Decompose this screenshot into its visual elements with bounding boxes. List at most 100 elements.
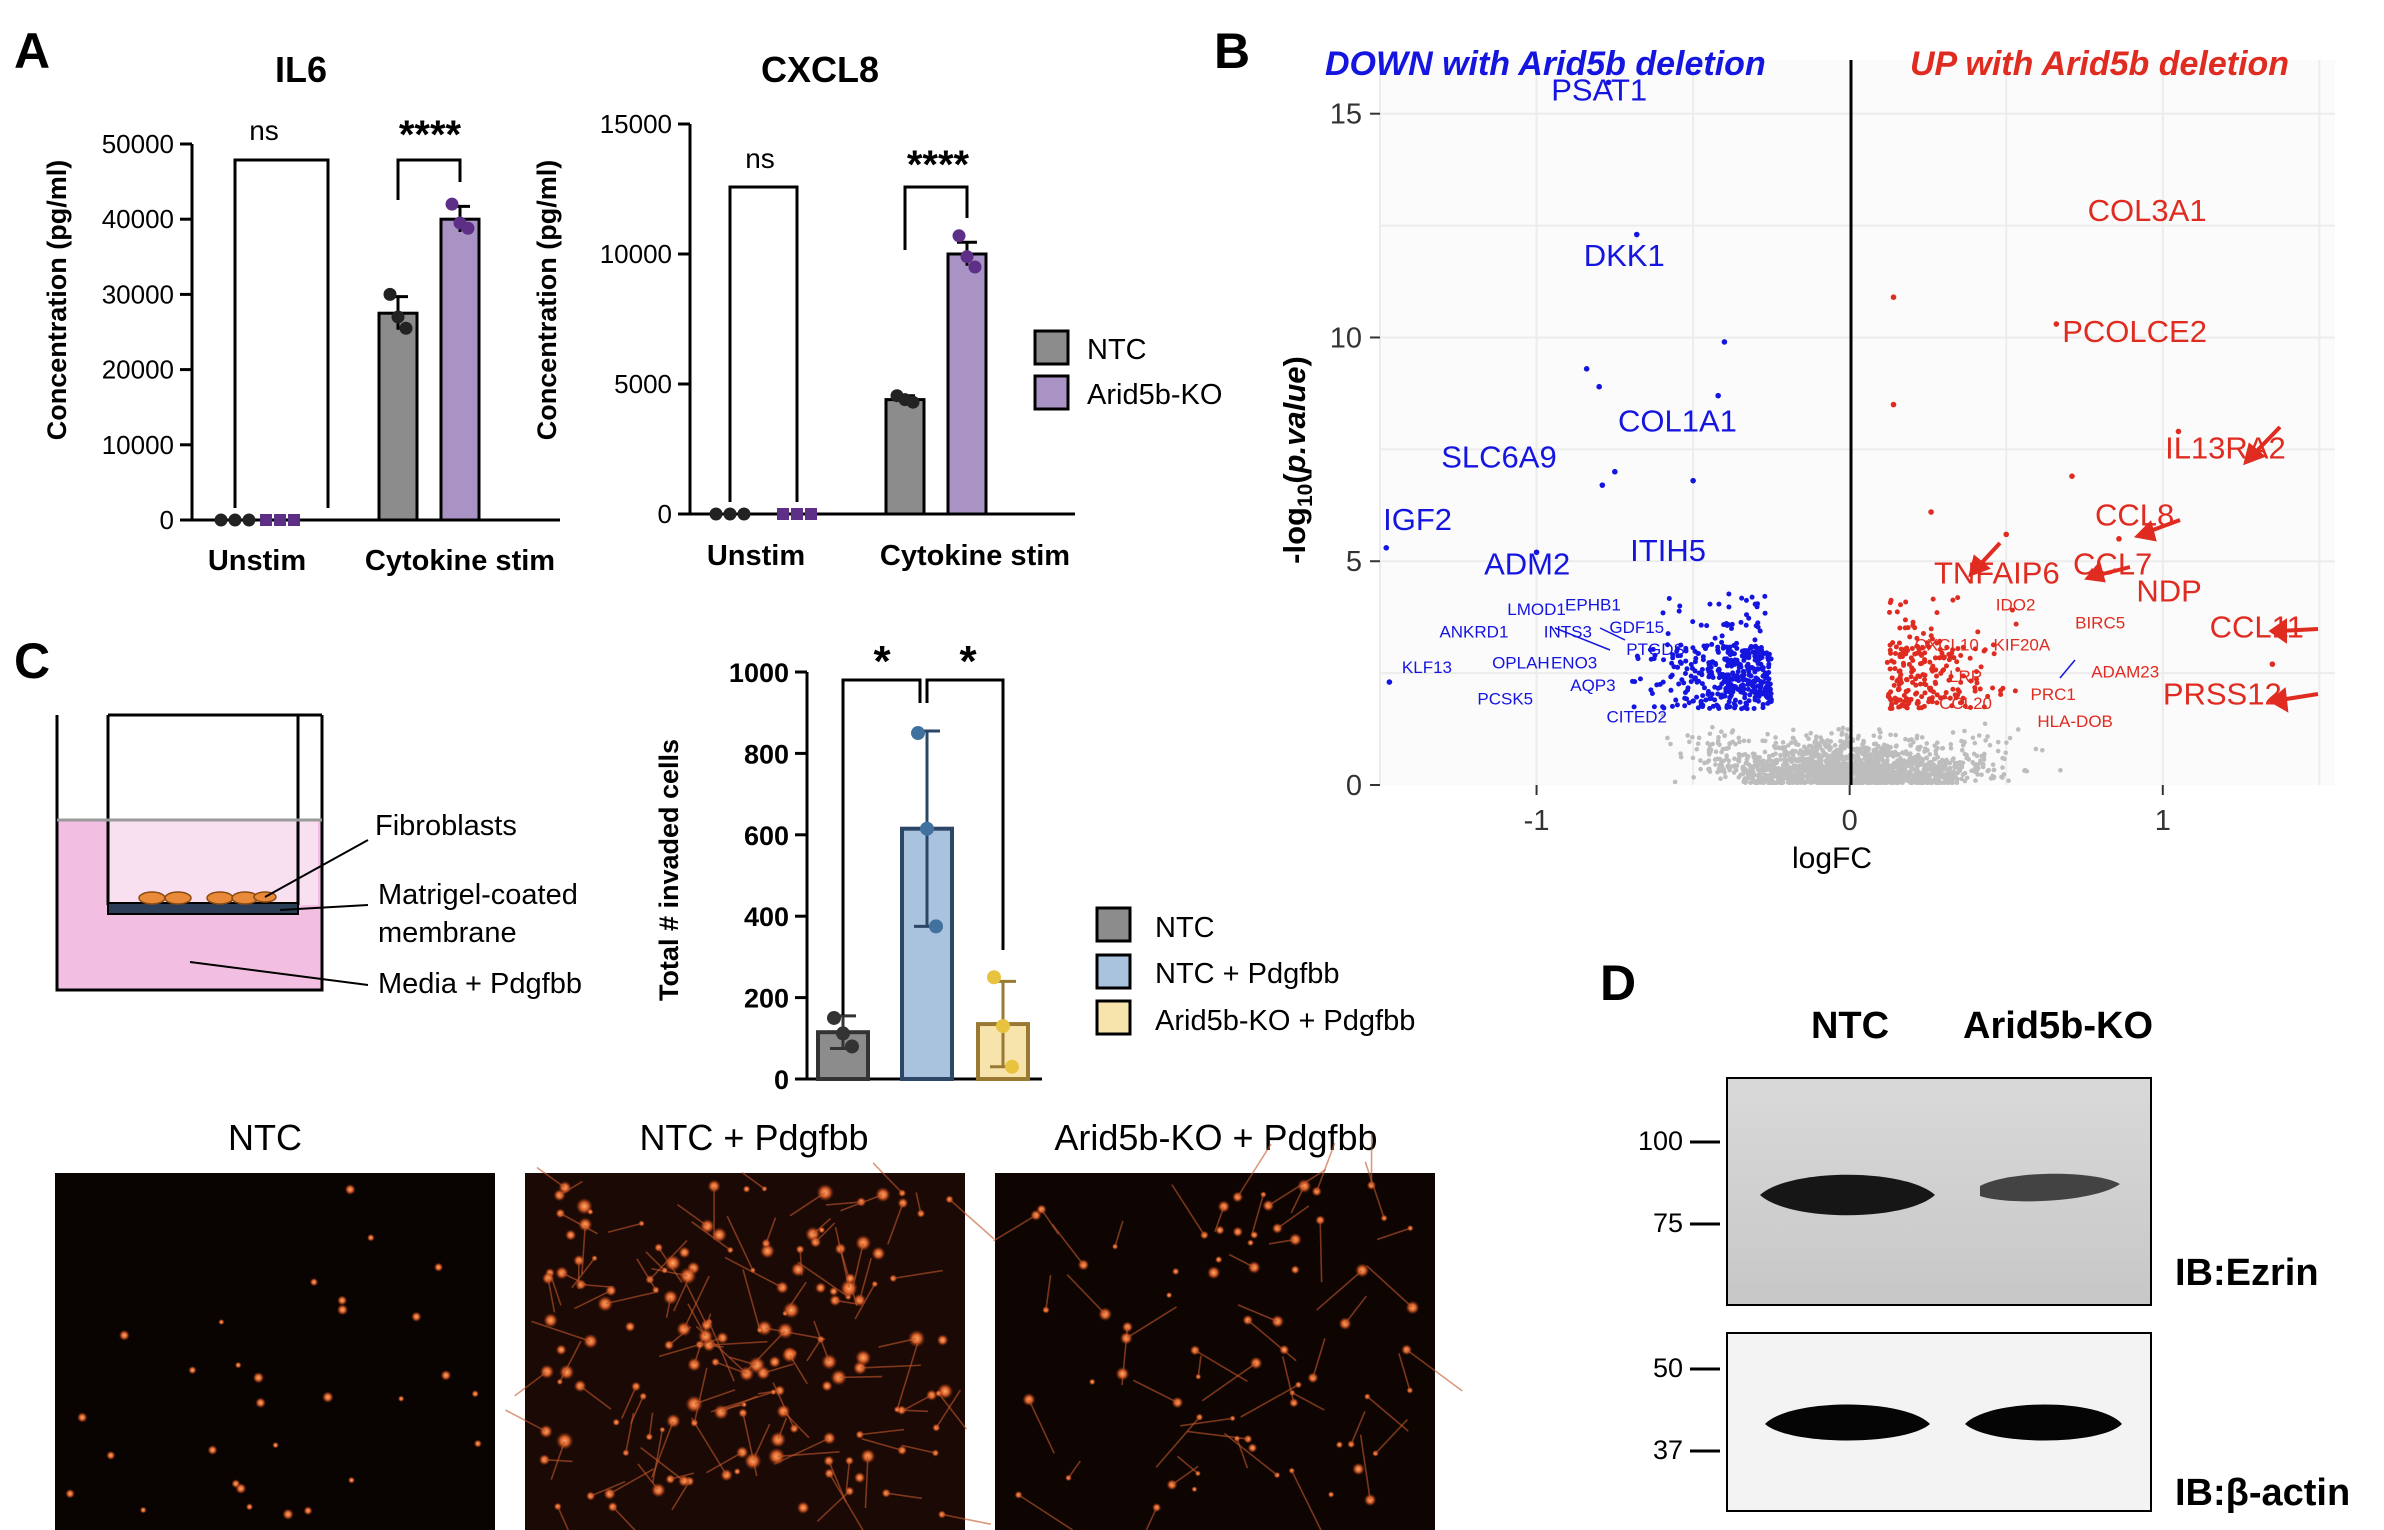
volcano-gene-label: INTS3 — [1544, 622, 1592, 641]
volcano-point-ns — [1987, 742, 1993, 748]
volcano-point-up — [2175, 428, 2182, 435]
volcano-point-ns — [2000, 755, 2005, 761]
micrograph-process — [729, 1356, 758, 1366]
micrograph-process — [1281, 1356, 1295, 1403]
volcano-point-ns — [1935, 740, 1940, 746]
volcano-point-up — [1941, 655, 1947, 661]
il6-chart: IL6 Concentration (pg/ml) 0 10000 20000 300… — [42, 49, 560, 577]
micrograph-process — [1312, 1338, 1326, 1379]
micrograph-cell — [309, 1277, 319, 1287]
micrograph-cell — [936, 1334, 949, 1347]
volcano-point-ns — [1905, 775, 1911, 781]
volcano-point-up — [2013, 621, 2019, 627]
invasion-point — [929, 919, 943, 934]
volcano-point-up — [1922, 690, 1928, 696]
il6-xlabel-unstim: Unstim — [208, 545, 306, 577]
volcano-point-up — [1950, 647, 1956, 653]
volcano-point-ns — [1981, 757, 1987, 762]
micrograph-cell — [541, 1272, 555, 1285]
volcano-point-down — [1737, 699, 1743, 705]
volcano-point-up — [1928, 697, 1934, 703]
cxcl8-ytick-label: 10000 — [600, 239, 672, 269]
micrograph-cell — [471, 1389, 480, 1398]
volcano-point-up — [2269, 661, 2276, 667]
volcano-point-ns — [1925, 780, 1930, 786]
volcano-point-ns — [2000, 765, 2005, 770]
volcano-point-ns — [1979, 753, 1984, 759]
blot1-label: IB:Ezrin — [2175, 1252, 2319, 1294]
volcano-point-down — [1709, 641, 1715, 647]
volcano-xtick-label: 1 — [2155, 805, 2171, 837]
volcano-point-ns — [1894, 743, 1899, 749]
volcano-point-ns — [1959, 776, 1964, 782]
volcano-point-ns — [1793, 741, 1799, 747]
micrograph-process — [1051, 1223, 1085, 1266]
micrograph-process — [1171, 1184, 1206, 1236]
volcano-gene-label: ITIH5 — [1630, 533, 1706, 568]
micrograph-cell — [1352, 1462, 1365, 1476]
micrograph-process — [838, 1375, 883, 1379]
micrograph-process — [893, 1269, 943, 1280]
micrograph-cell — [565, 1229, 577, 1241]
micrograph-process — [886, 1492, 922, 1500]
volcano-point-down — [1707, 601, 1713, 607]
volcano-point-ns — [1761, 758, 1766, 764]
volcano-point-ns — [1914, 733, 1920, 739]
volcano-point-up — [1950, 686, 1956, 692]
volcano-point-up — [1937, 655, 1943, 661]
volcano-point-up — [1938, 670, 1944, 676]
volcano-ytick-label: 15 — [1330, 99, 1362, 131]
micrograph-cell — [397, 1395, 405, 1402]
volcano-point-ns — [1991, 774, 1997, 780]
volcano-point-ns — [1952, 775, 1958, 780]
volcano-point-up — [1888, 650, 1894, 656]
volcano-point-ns — [1920, 759, 1925, 765]
volcano-point-ns — [1717, 742, 1722, 748]
volcano-point-down — [1383, 545, 1390, 551]
volcano-point-ns — [1832, 743, 1838, 748]
volcano-point-up — [1910, 679, 1916, 685]
volcano-point-down — [1726, 661, 1732, 667]
volcano-point-ns — [1871, 733, 1877, 739]
volcano-point-ns — [1947, 760, 1953, 766]
invasion-ylabel: Total # invaded cells — [654, 739, 684, 1001]
volcano-point-ns — [1717, 762, 1723, 768]
volcano-point-up — [1913, 682, 1919, 688]
micrograph-process — [1376, 1227, 1411, 1241]
cxcl8-point — [960, 250, 974, 264]
micrograph-process — [561, 1272, 587, 1286]
volcano-point-ns — [1933, 768, 1939, 773]
volcano-point-ns — [1935, 754, 1941, 760]
volcano-point-up — [1968, 678, 1974, 684]
volcano-point-up — [1982, 647, 1988, 653]
band-actin-ko — [1965, 1404, 2122, 1441]
volcano-point-down — [1688, 673, 1694, 679]
volcano-point-down — [1725, 687, 1731, 693]
volcano-point-ns — [1791, 727, 1796, 733]
micrograph-process — [609, 1468, 654, 1495]
volcano-point-down — [1674, 648, 1680, 654]
volcano-point-ns — [1791, 735, 1796, 741]
volcano-point-ns — [2007, 735, 2013, 741]
micrograph-cell — [1115, 1366, 1130, 1381]
volcano-point-down — [1648, 656, 1654, 662]
invasion-sig-1: * — [873, 637, 891, 686]
invasion-bracket-1 — [841, 678, 922, 1015]
volcano-point-ns — [1834, 752, 1840, 758]
micrograph-cell — [828, 1286, 839, 1297]
micrograph-cell — [742, 1185, 751, 1193]
micrograph-process — [1276, 1205, 1310, 1229]
volcano-point-ns — [1855, 736, 1861, 741]
volcano-point-ns — [1888, 732, 1893, 738]
volcano-point-ns — [1948, 742, 1954, 747]
volcano-point-ns — [1732, 756, 1737, 761]
volcano-point-ns — [1774, 767, 1780, 772]
volcano-point-ns — [1845, 727, 1850, 732]
volcano-point-ns — [1793, 763, 1799, 769]
volcano-point-up — [1933, 667, 1939, 673]
micrograph-cell — [473, 1439, 482, 1448]
volcano-point-up — [1887, 666, 1893, 672]
micrograph-process — [547, 1278, 556, 1313]
legend-c-ntc-pd: NTC + Pdgfbb — [1155, 958, 1340, 990]
volcano-point-down — [1754, 653, 1760, 659]
